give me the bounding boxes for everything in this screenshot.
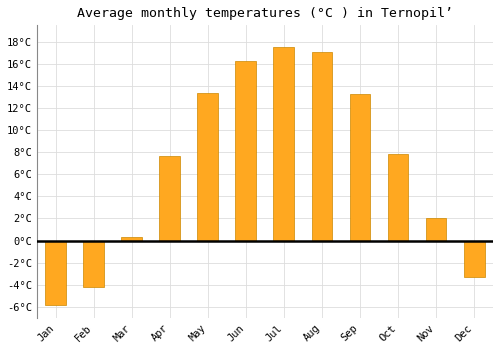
Title: Average monthly temperatures (°C ) in Ternopilʼ: Average monthly temperatures (°C ) in Te… <box>77 7 453 20</box>
Bar <box>236 61 256 240</box>
Bar <box>464 240 484 277</box>
Bar <box>350 94 370 240</box>
Bar <box>46 240 66 304</box>
Bar <box>160 155 180 240</box>
Bar <box>312 52 332 240</box>
Bar <box>388 154 408 240</box>
Bar <box>84 240 104 287</box>
Bar <box>274 47 294 240</box>
Bar <box>426 218 446 240</box>
Bar <box>198 93 218 240</box>
Bar <box>122 237 142 240</box>
